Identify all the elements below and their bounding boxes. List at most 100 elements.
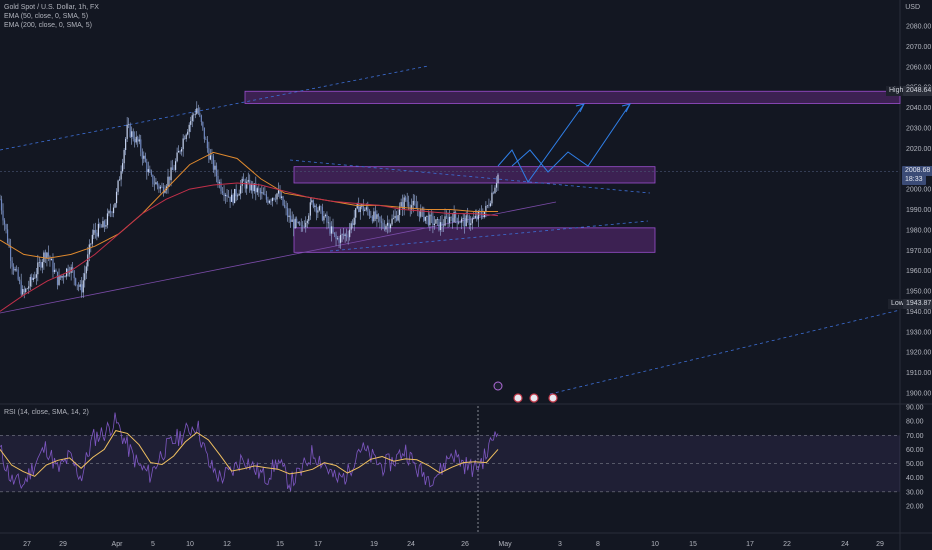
candle-body xyxy=(38,261,40,263)
candle-body xyxy=(221,191,224,194)
candle-body xyxy=(224,194,227,197)
candle-body xyxy=(279,190,281,198)
candle-body xyxy=(436,219,439,220)
candle-body xyxy=(374,211,376,219)
candle-body xyxy=(176,152,178,162)
candle-body xyxy=(179,150,181,152)
candle-body xyxy=(338,238,340,243)
candle-body xyxy=(385,225,387,230)
candle-body xyxy=(388,222,390,229)
candle-body xyxy=(455,211,457,219)
candle-body xyxy=(482,215,484,218)
candle-body xyxy=(373,211,375,222)
ema50-line xyxy=(0,151,498,259)
projection-arrowhead-2 xyxy=(621,103,631,113)
candle-body xyxy=(435,219,437,224)
symbol-title[interactable]: Gold Spot / U.S. Dollar, 1h, FX xyxy=(4,4,99,11)
candle-body xyxy=(476,215,478,220)
ema200-legend[interactable]: EMA (200, close, 0, SMA, 5) xyxy=(4,22,92,29)
candle-body xyxy=(73,270,75,279)
candle-body xyxy=(358,204,360,213)
candle-body xyxy=(497,174,499,184)
candle-body xyxy=(317,210,319,213)
candle-body xyxy=(215,165,218,176)
candle-body xyxy=(370,215,372,217)
price-tick-label: 1990.00 xyxy=(906,207,931,214)
candle-body xyxy=(203,127,205,140)
candle-body xyxy=(91,234,93,244)
candle-body xyxy=(362,204,364,211)
candle-body xyxy=(237,195,239,197)
candle-body xyxy=(174,161,177,170)
candle-body xyxy=(199,113,201,116)
candle-body xyxy=(181,149,183,152)
candle-body xyxy=(418,210,420,217)
candle-body xyxy=(115,191,118,204)
price-tick-label: 1900.00 xyxy=(906,391,931,398)
candle-body xyxy=(270,200,272,202)
candle-body xyxy=(262,192,264,195)
candle-body xyxy=(380,221,383,223)
candle-body xyxy=(56,271,59,285)
candle-body xyxy=(138,139,140,142)
candle-body xyxy=(8,242,10,247)
candle-body xyxy=(152,174,154,185)
candle-body xyxy=(365,207,367,210)
candle-body xyxy=(394,215,396,219)
candle-body xyxy=(309,202,311,216)
candle-body xyxy=(300,224,302,226)
candle-body xyxy=(69,272,71,274)
rsi-title[interactable]: RSI (14, close, SMA, 14, 2) xyxy=(4,409,89,416)
candle-body xyxy=(214,165,216,170)
candle-body xyxy=(486,205,489,207)
candle-body xyxy=(99,223,101,227)
candle-body xyxy=(173,169,175,171)
candle-body xyxy=(140,139,142,152)
candle-body xyxy=(129,124,131,137)
candle-body xyxy=(205,139,207,140)
price-tick-label: 2070.00 xyxy=(906,44,931,51)
candle-body xyxy=(294,218,296,229)
candle-body xyxy=(336,238,339,240)
candle-body xyxy=(238,193,240,196)
high-value: 2048.64 xyxy=(903,86,932,96)
candle-body xyxy=(485,205,487,212)
candle-body xyxy=(420,209,422,217)
candle-body xyxy=(88,244,90,255)
candle-body xyxy=(441,222,443,226)
candle-body xyxy=(58,275,60,285)
ema50-legend[interactable]: EMA (50, close, 0, SMA, 5) xyxy=(4,13,89,20)
rsi-tick-label: 90.00 xyxy=(906,405,924,412)
rsi-ma-line xyxy=(0,430,499,477)
candle-body xyxy=(447,217,449,224)
candle-body xyxy=(291,219,293,222)
candle-body xyxy=(19,279,21,282)
candle-body xyxy=(247,179,249,182)
candle-body xyxy=(85,266,87,274)
candle-body xyxy=(389,224,392,229)
currency-label: USD xyxy=(905,4,920,11)
candle-body xyxy=(2,210,4,221)
candle-body xyxy=(9,246,12,261)
candle-body xyxy=(277,190,280,194)
candle-body xyxy=(67,268,69,274)
candle-body xyxy=(311,200,313,203)
candle-body xyxy=(84,273,86,281)
candle-body xyxy=(327,222,330,224)
candle-body xyxy=(230,194,233,202)
candle-body xyxy=(108,210,110,214)
candle-body xyxy=(232,194,234,204)
rsi-tick-label: 50.00 xyxy=(906,461,924,468)
candle-body xyxy=(458,222,460,224)
rsi-tick-label: 80.00 xyxy=(906,419,924,426)
time-tick-label: 24 xyxy=(841,541,849,548)
candle-body xyxy=(444,216,446,226)
candle-body xyxy=(426,215,428,217)
candle-body xyxy=(111,212,113,214)
candle-body xyxy=(249,179,251,191)
price-tick-label: 1980.00 xyxy=(906,227,931,234)
candle-body xyxy=(359,206,361,213)
candle-body xyxy=(171,167,174,170)
candle-body xyxy=(22,289,24,295)
